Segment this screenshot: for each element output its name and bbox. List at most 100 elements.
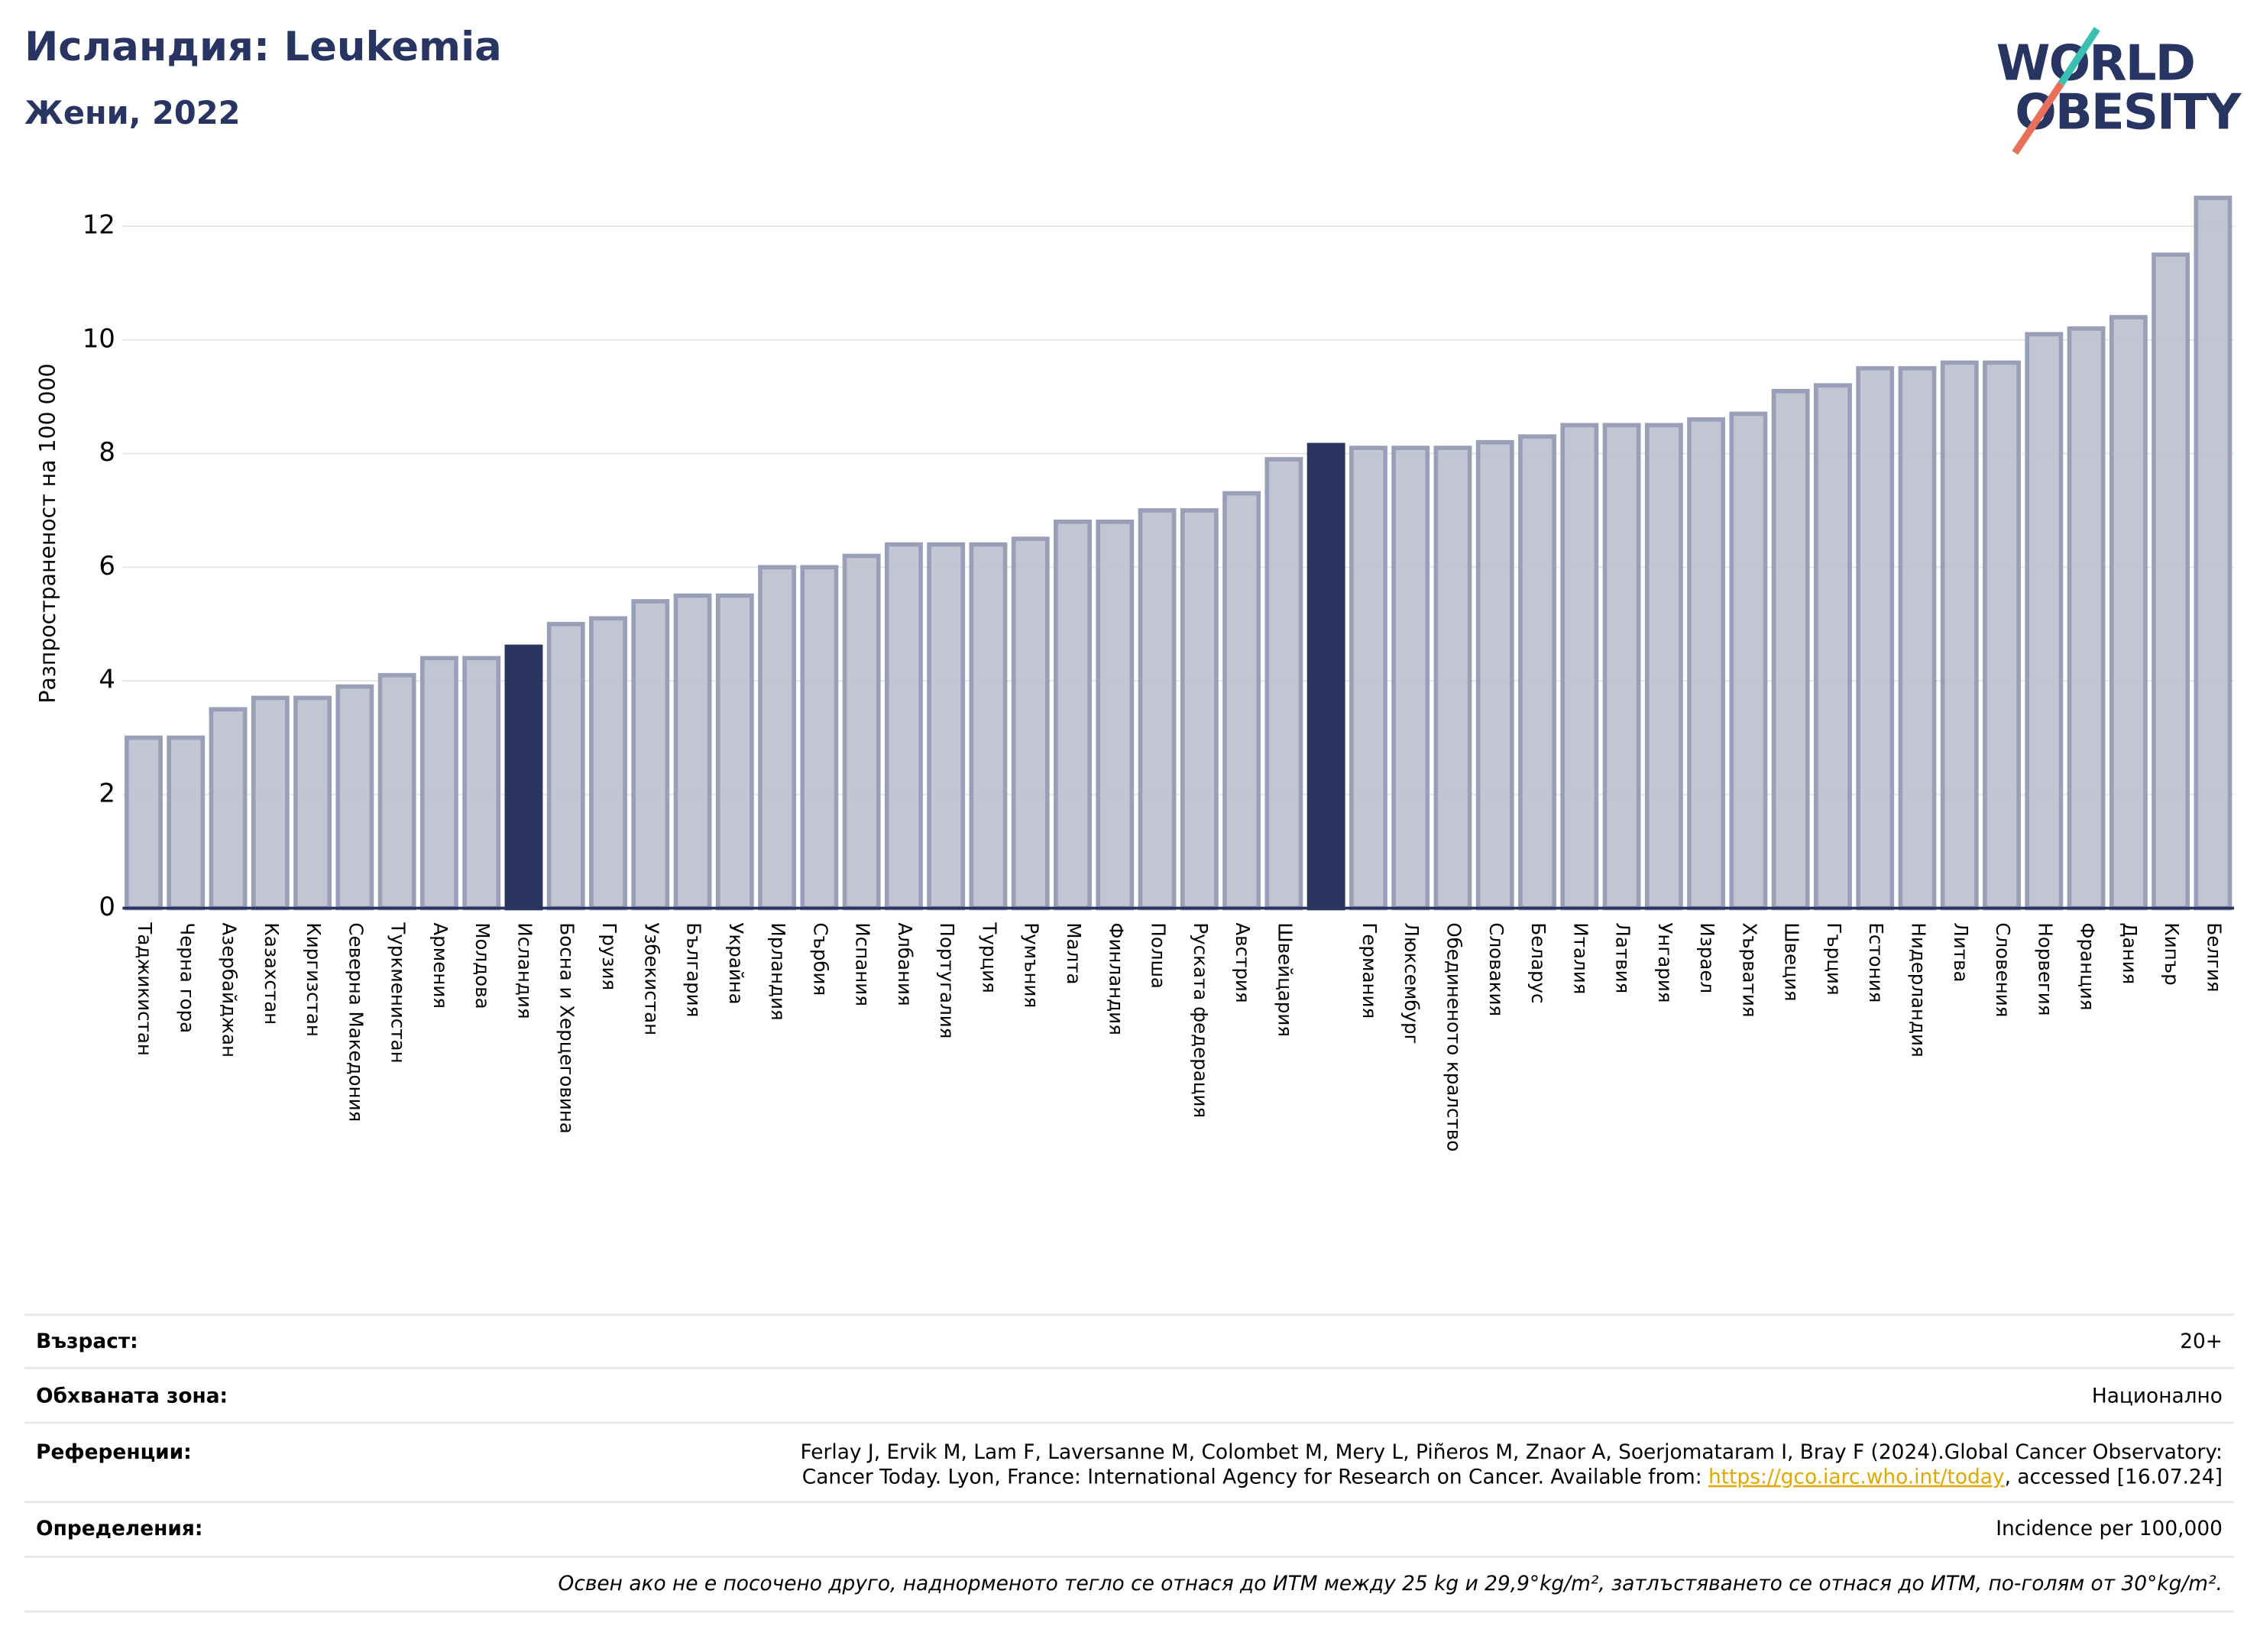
y-tick-label: 2 [99,778,115,808]
x-tick-label: Таджикистан [134,922,156,1056]
x-tick-label: Испания [852,922,874,1006]
bar [1940,360,1979,911]
logo-bottom: OBESITY [2015,84,2242,141]
x-tick-label: Киргизстан [303,922,325,1037]
footer-value: Освен ако не е посочено друго, наднормен… [559,1572,2223,1595]
y-tick-label: 4 [99,665,115,695]
bar [377,672,416,911]
bar [800,565,839,911]
y-tick-label: 10 [83,323,115,354]
x-tick-label: Турция [978,922,1000,993]
x-tick-label: Израел [1696,922,1718,993]
footer-label: Обхваната зона: [36,1385,228,1408]
footer-value: Ferlay J, Ervik M, Lam F, Laversanne M, … [801,1440,2223,1464]
chart-title: Исландия: Leukemia [24,24,502,70]
footer-value: Incidence per 100,000 [1996,1517,2223,1540]
bar [1349,445,1387,911]
footer-value: Cancer Today. Lyon, France: Internationa… [802,1465,2223,1488]
x-tick-label: Нидерландия [1907,922,1929,1057]
bar [1814,383,1852,911]
y-tick-label: 8 [99,437,115,468]
bar [1729,411,1768,911]
bar [125,735,163,911]
x-tick-label: България [683,922,705,1017]
x-tick-label: Азербайджан [219,922,241,1058]
bar [1011,536,1050,911]
x-tick-label: Франция [2077,922,2099,1010]
x-tick-label: Португалия [936,922,958,1038]
x-tick-label: Литва [1950,922,1972,982]
bar [1602,423,1641,911]
x-tick-label: Черна гора [176,922,198,1033]
x-tick-label: Дания [2119,922,2141,984]
x-tick-label: Туркменистан [387,922,410,1063]
bar [1475,439,1514,911]
reference-text: Cancer Today. Lyon, France: Internationa… [802,1465,1708,1488]
x-tick-label: Молдова [471,922,494,1009]
x-tick-label: Грузия [598,922,620,990]
bar [715,593,754,911]
x-tick-label: Албания [894,922,916,1006]
bar [293,695,332,911]
x-tick-label: Швейцария [1274,922,1296,1037]
y-axis-label: Разпространеност на 100 000 [35,364,60,704]
bar [884,542,923,911]
footer-label: Възраст: [36,1330,138,1353]
logo-top: WORLD [1996,34,2194,92]
x-tick-label: Австрия [1232,922,1254,1003]
bar [1306,442,1345,911]
x-tick-label: Малта [1063,922,1085,984]
bar [1096,519,1135,911]
x-tick-label: Гърция [1823,922,1845,995]
bar [419,656,458,911]
bar [209,707,248,911]
x-tick-label: Полша [1148,922,1170,989]
x-tick-label: Северна Македония [345,922,367,1122]
x-tick-label: Норвегия [2034,922,2056,1015]
logo-slash [2058,27,2100,86]
bar [1433,445,1472,911]
footer-value: Национално [2092,1385,2223,1408]
x-tick-label: Словения [1992,922,2014,1017]
bar [1856,366,1895,911]
bar [1983,360,2021,911]
bar [1138,508,1177,911]
bar [1687,417,1726,911]
bar [546,621,585,911]
bar [504,644,543,911]
x-tick-label: Босна и Херцеговина [556,922,578,1133]
bar [251,695,290,911]
x-tick-label: Германия [1358,922,1381,1019]
x-tick-label: Армения [429,922,452,1009]
bar [842,553,881,911]
bar [462,656,501,911]
x-tick-label: Естония [1865,922,1887,1003]
x-tick-label: Румъния [1021,922,1043,1008]
logo-slash [2012,81,2064,155]
x-tick-label: Словакия [1485,922,1507,1016]
x-tick-label: Узбекистан [640,922,662,1035]
bar [167,735,206,911]
bar [1644,423,1683,911]
bar [2194,196,2232,911]
x-tick-label: Белгия [2203,922,2225,992]
reference-text: , accessed [16.07.24] [2005,1465,2223,1488]
bar [2152,252,2190,911]
x-tick-label: Финландия [1105,922,1127,1035]
x-tick-label: Беларус [1527,922,1549,1003]
bar [335,684,374,911]
reference-link[interactable]: https://gco.iarc.who.int/today [1708,1465,2005,1488]
bar [1560,423,1599,911]
bar [1180,508,1219,911]
footer-label: Референции: [36,1440,192,1464]
bar [1054,519,1092,911]
x-tick-label: Кипър [2161,922,2183,985]
x-tick-label: Италия [1569,922,1591,994]
footer-value: 20+ [2180,1330,2223,1353]
bar [631,599,670,911]
x-tick-label: Люксембург [1400,922,1423,1044]
x-tick-label: Сърбия [809,922,831,996]
bar [1898,366,1937,911]
bar [2067,326,2106,911]
